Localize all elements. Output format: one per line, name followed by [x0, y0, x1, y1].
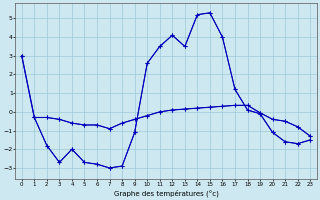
- X-axis label: Graphe des températures (°c): Graphe des températures (°c): [114, 189, 219, 197]
